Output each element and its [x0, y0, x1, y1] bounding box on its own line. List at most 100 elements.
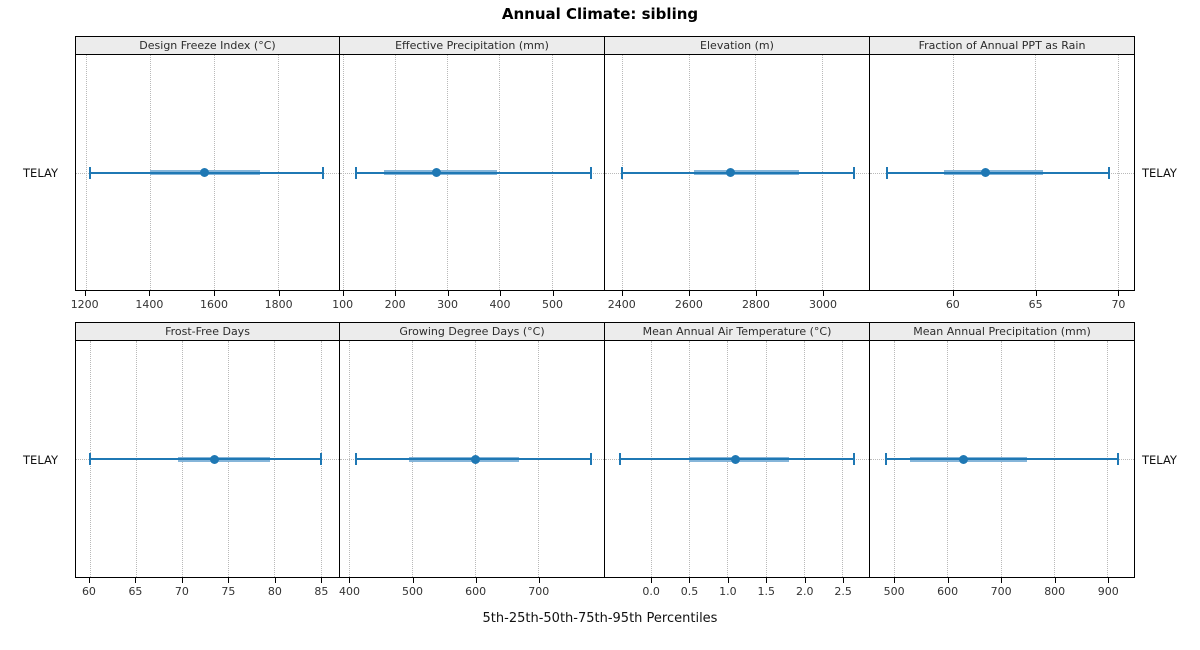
x-tick — [552, 291, 554, 296]
row-label-left: TELAY — [23, 166, 58, 180]
median-dot — [981, 168, 990, 177]
x-tick — [755, 291, 757, 296]
whisker-line-overlay — [693, 171, 799, 174]
whisker-cap-left — [89, 166, 92, 179]
panel-strip: Frost-Free Days — [75, 322, 340, 341]
whisker-cap-left — [619, 453, 622, 465]
x-axis: 1200 1400 1600 1800 — [71, 291, 340, 317]
x-tick-label: 500 — [542, 298, 564, 311]
x-tick — [181, 578, 183, 583]
x-tick-label: 2800 — [741, 298, 770, 311]
x-tick-label: 1400 — [135, 298, 164, 311]
x-tick-label: 300 — [437, 298, 459, 311]
x-tick — [688, 291, 690, 296]
whisker-line-overlay — [910, 458, 1028, 460]
median-dot — [209, 454, 219, 464]
panel-strip-label: Growing Degree Days (°C) — [399, 325, 545, 338]
panel — [75, 341, 340, 578]
x-tick-label: 2.5 — [834, 585, 852, 598]
x-tick — [447, 291, 449, 296]
x-tick — [823, 291, 825, 296]
x-tick — [135, 578, 137, 583]
x-tick-label: 60 — [945, 298, 960, 311]
x-tick — [412, 578, 414, 583]
median-dot — [199, 168, 209, 177]
x-tick — [804, 578, 806, 583]
x-tick — [1035, 291, 1037, 296]
panel-strip: Design Freeze Index (°C) — [75, 36, 340, 55]
x-tick — [689, 578, 691, 583]
panel-strip-label: Fraction of Annual PPT as Rain — [918, 39, 1086, 52]
whisker-cap-right — [321, 166, 324, 179]
x-tick-label: 700 — [990, 585, 1012, 598]
whisker-cap-left — [88, 453, 91, 465]
x-axis: 2400 2600 2800 3000 — [605, 291, 870, 317]
x-tick-label: 800 — [1044, 585, 1066, 598]
x-tick-label: 500 — [402, 585, 424, 598]
panel-strip: Effective Precipitation (mm) — [340, 36, 605, 55]
x-tick-label: 65 — [1028, 298, 1043, 311]
whisker-cap-right — [852, 453, 855, 465]
x-tick — [475, 578, 477, 583]
whisker-line-overlay — [944, 171, 1044, 174]
row-label-left: TELAY — [23, 452, 58, 467]
x-tick — [843, 578, 845, 583]
x-tick-label: 900 — [1097, 585, 1119, 598]
x-tick-label: 400 — [489, 298, 511, 311]
x-tick-label: 600 — [465, 585, 487, 598]
x-tick — [538, 578, 540, 583]
panel-strip: Fraction of Annual PPT as Rain — [870, 36, 1135, 55]
x-tick — [1001, 578, 1003, 583]
panel-strip-label: Effective Precipitation (mm) — [395, 39, 549, 52]
x-axis: 100 200 300 400 500 — [332, 291, 605, 317]
x-tick-label: 1.0 — [719, 585, 737, 598]
whisker-cap-right — [1117, 453, 1119, 465]
median-dot — [958, 454, 968, 464]
x-tick — [894, 578, 896, 583]
chart-title: Annual Climate: sibling — [501, 5, 699, 23]
x-tick-label: 400 — [338, 585, 360, 598]
whisker-cap-right — [319, 453, 322, 465]
panel — [340, 55, 605, 291]
x-tick-label: 60 — [81, 585, 96, 598]
panel-strip-label: Design Freeze Index (°C) — [139, 39, 276, 52]
whisker-line-overlay — [177, 458, 270, 460]
row-label-right: TELAY — [1142, 452, 1177, 467]
median-dot — [725, 168, 735, 177]
x-tick-label: 3000 — [809, 298, 838, 311]
caption: 5th-25th-50th-75th-95th Percentiles — [482, 611, 718, 626]
x-tick — [321, 578, 323, 583]
panel — [340, 341, 605, 578]
median-dot — [730, 454, 740, 464]
panel — [870, 341, 1135, 578]
x-tick-label: 70 — [1111, 298, 1126, 311]
panel — [870, 55, 1135, 291]
whisker-cap-right — [590, 453, 593, 465]
x-tick — [342, 291, 344, 296]
row-label-right: TELAY — [1142, 166, 1177, 180]
x-tick-label: 80 — [267, 585, 282, 598]
x-tick — [278, 291, 280, 296]
x-tick — [766, 578, 768, 583]
whisker-cap-left — [884, 453, 887, 465]
x-tick — [228, 578, 230, 583]
whisker-cap-left — [354, 166, 357, 179]
panel — [75, 55, 340, 291]
x-tick-label: 0.0 — [642, 585, 660, 598]
x-axis: 400 500 600 700 — [338, 578, 605, 604]
x-axis: 500 600 700 800 900 — [870, 578, 1135, 604]
panel-strip-label: Elevation (m) — [700, 39, 774, 52]
x-tick — [84, 291, 86, 296]
x-tick — [952, 291, 954, 296]
x-tick-label: 0.5 — [680, 585, 699, 598]
whisker-cap-left — [354, 453, 357, 465]
x-tick-label: 1600 — [199, 298, 228, 311]
x-tick — [500, 291, 502, 296]
x-tick-label: 1800 — [264, 298, 293, 311]
panel-strip: Mean Annual Air Temperature (°C) — [605, 322, 870, 341]
x-tick — [88, 578, 90, 583]
x-tick — [395, 291, 397, 296]
x-tick-label: 700 — [528, 585, 550, 598]
x-tick-label: 500 — [883, 585, 905, 598]
